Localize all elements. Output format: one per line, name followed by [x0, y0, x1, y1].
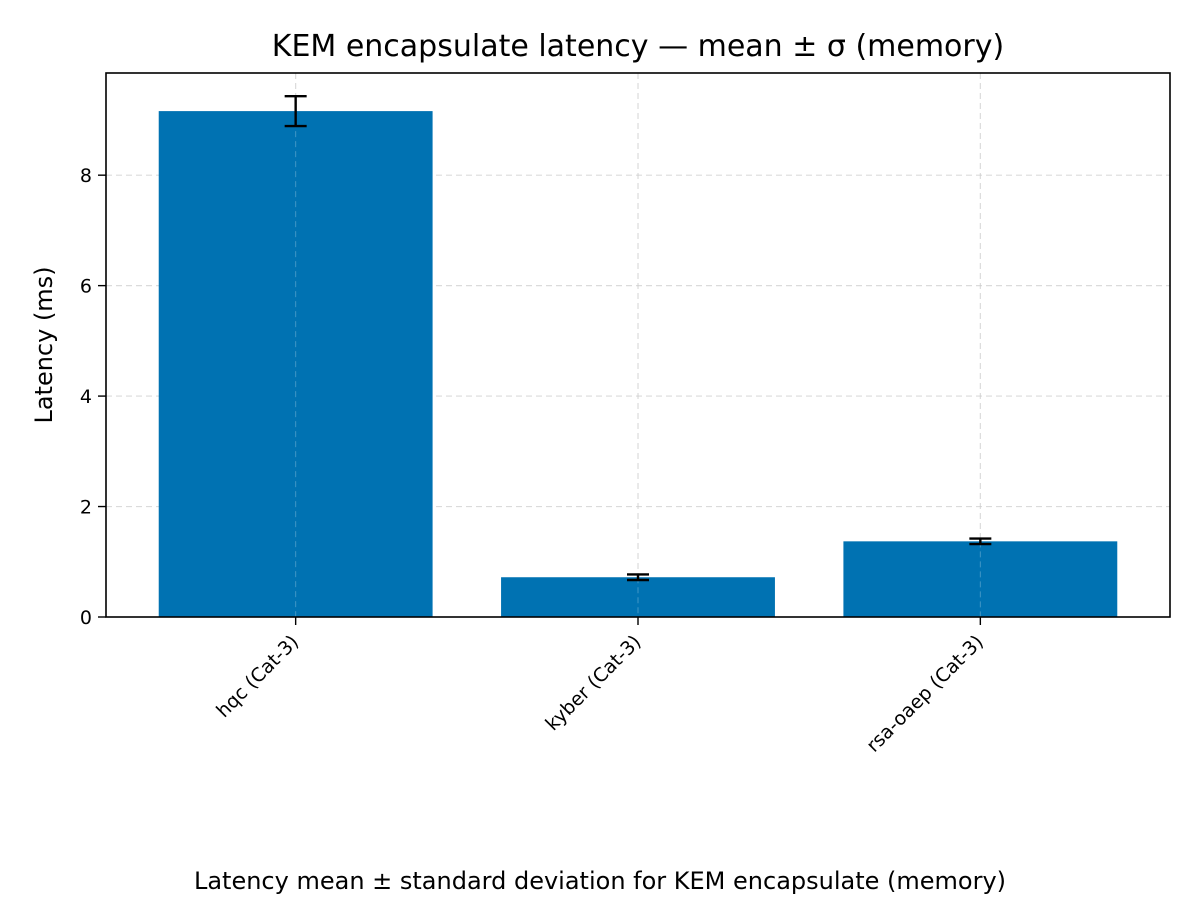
bar	[501, 577, 775, 617]
y-axis-label: Latency (ms)	[30, 266, 58, 423]
chart-caption: Latency mean ± standard deviation for KE…	[194, 867, 1006, 895]
chart-title: KEM encapsulate latency — mean ± σ (memo…	[272, 29, 1004, 64]
bar	[158, 111, 433, 618]
y-tick-label: 0	[80, 607, 92, 629]
y-axis-ticks: 0 2 4 6 8	[80, 165, 106, 629]
y-tick-label: 8	[80, 165, 92, 187]
y-tick-label: 6	[80, 276, 92, 298]
bar	[843, 541, 1118, 617]
error-bars	[284, 94, 992, 582]
y-tick-label: 2	[80, 497, 92, 519]
bars	[158, 111, 1118, 618]
y-tick-label: 4	[80, 386, 92, 408]
